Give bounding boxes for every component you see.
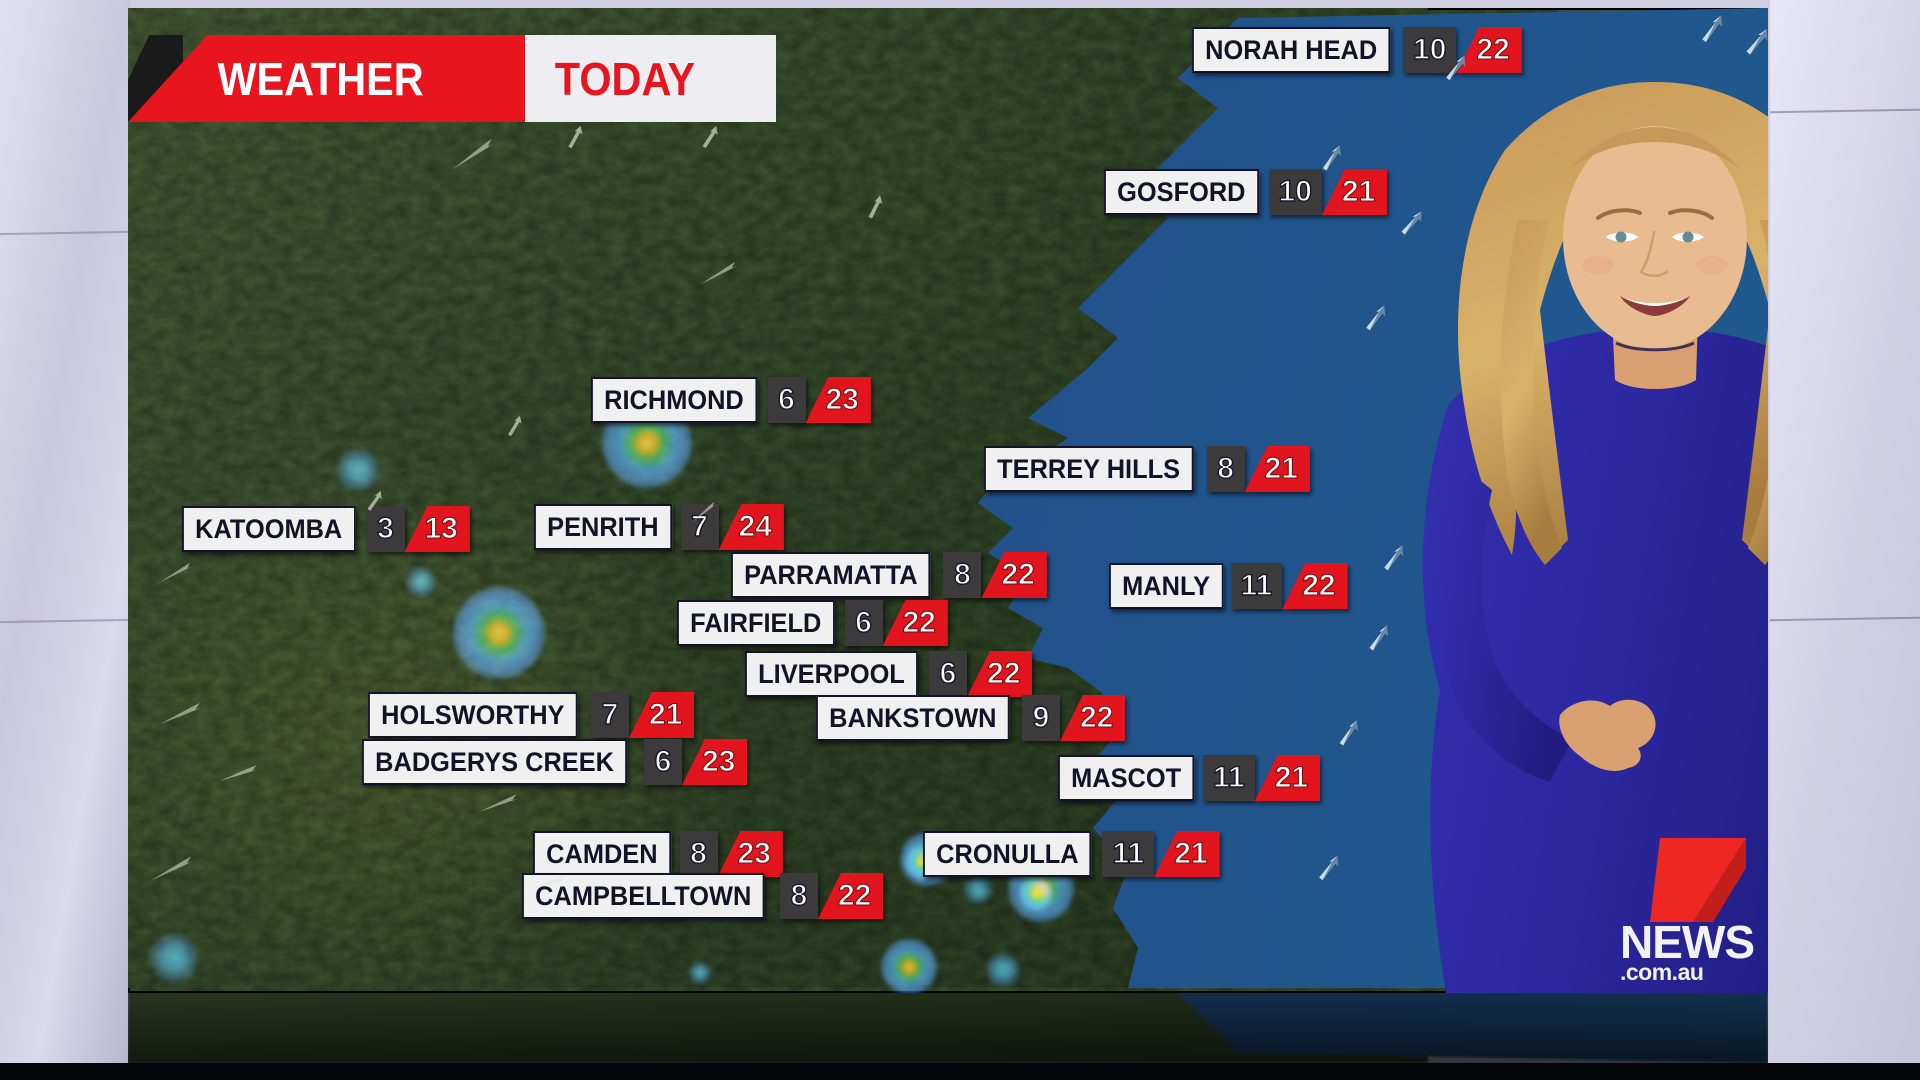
svg-text:.com.au: .com.au: [1620, 959, 1703, 980]
